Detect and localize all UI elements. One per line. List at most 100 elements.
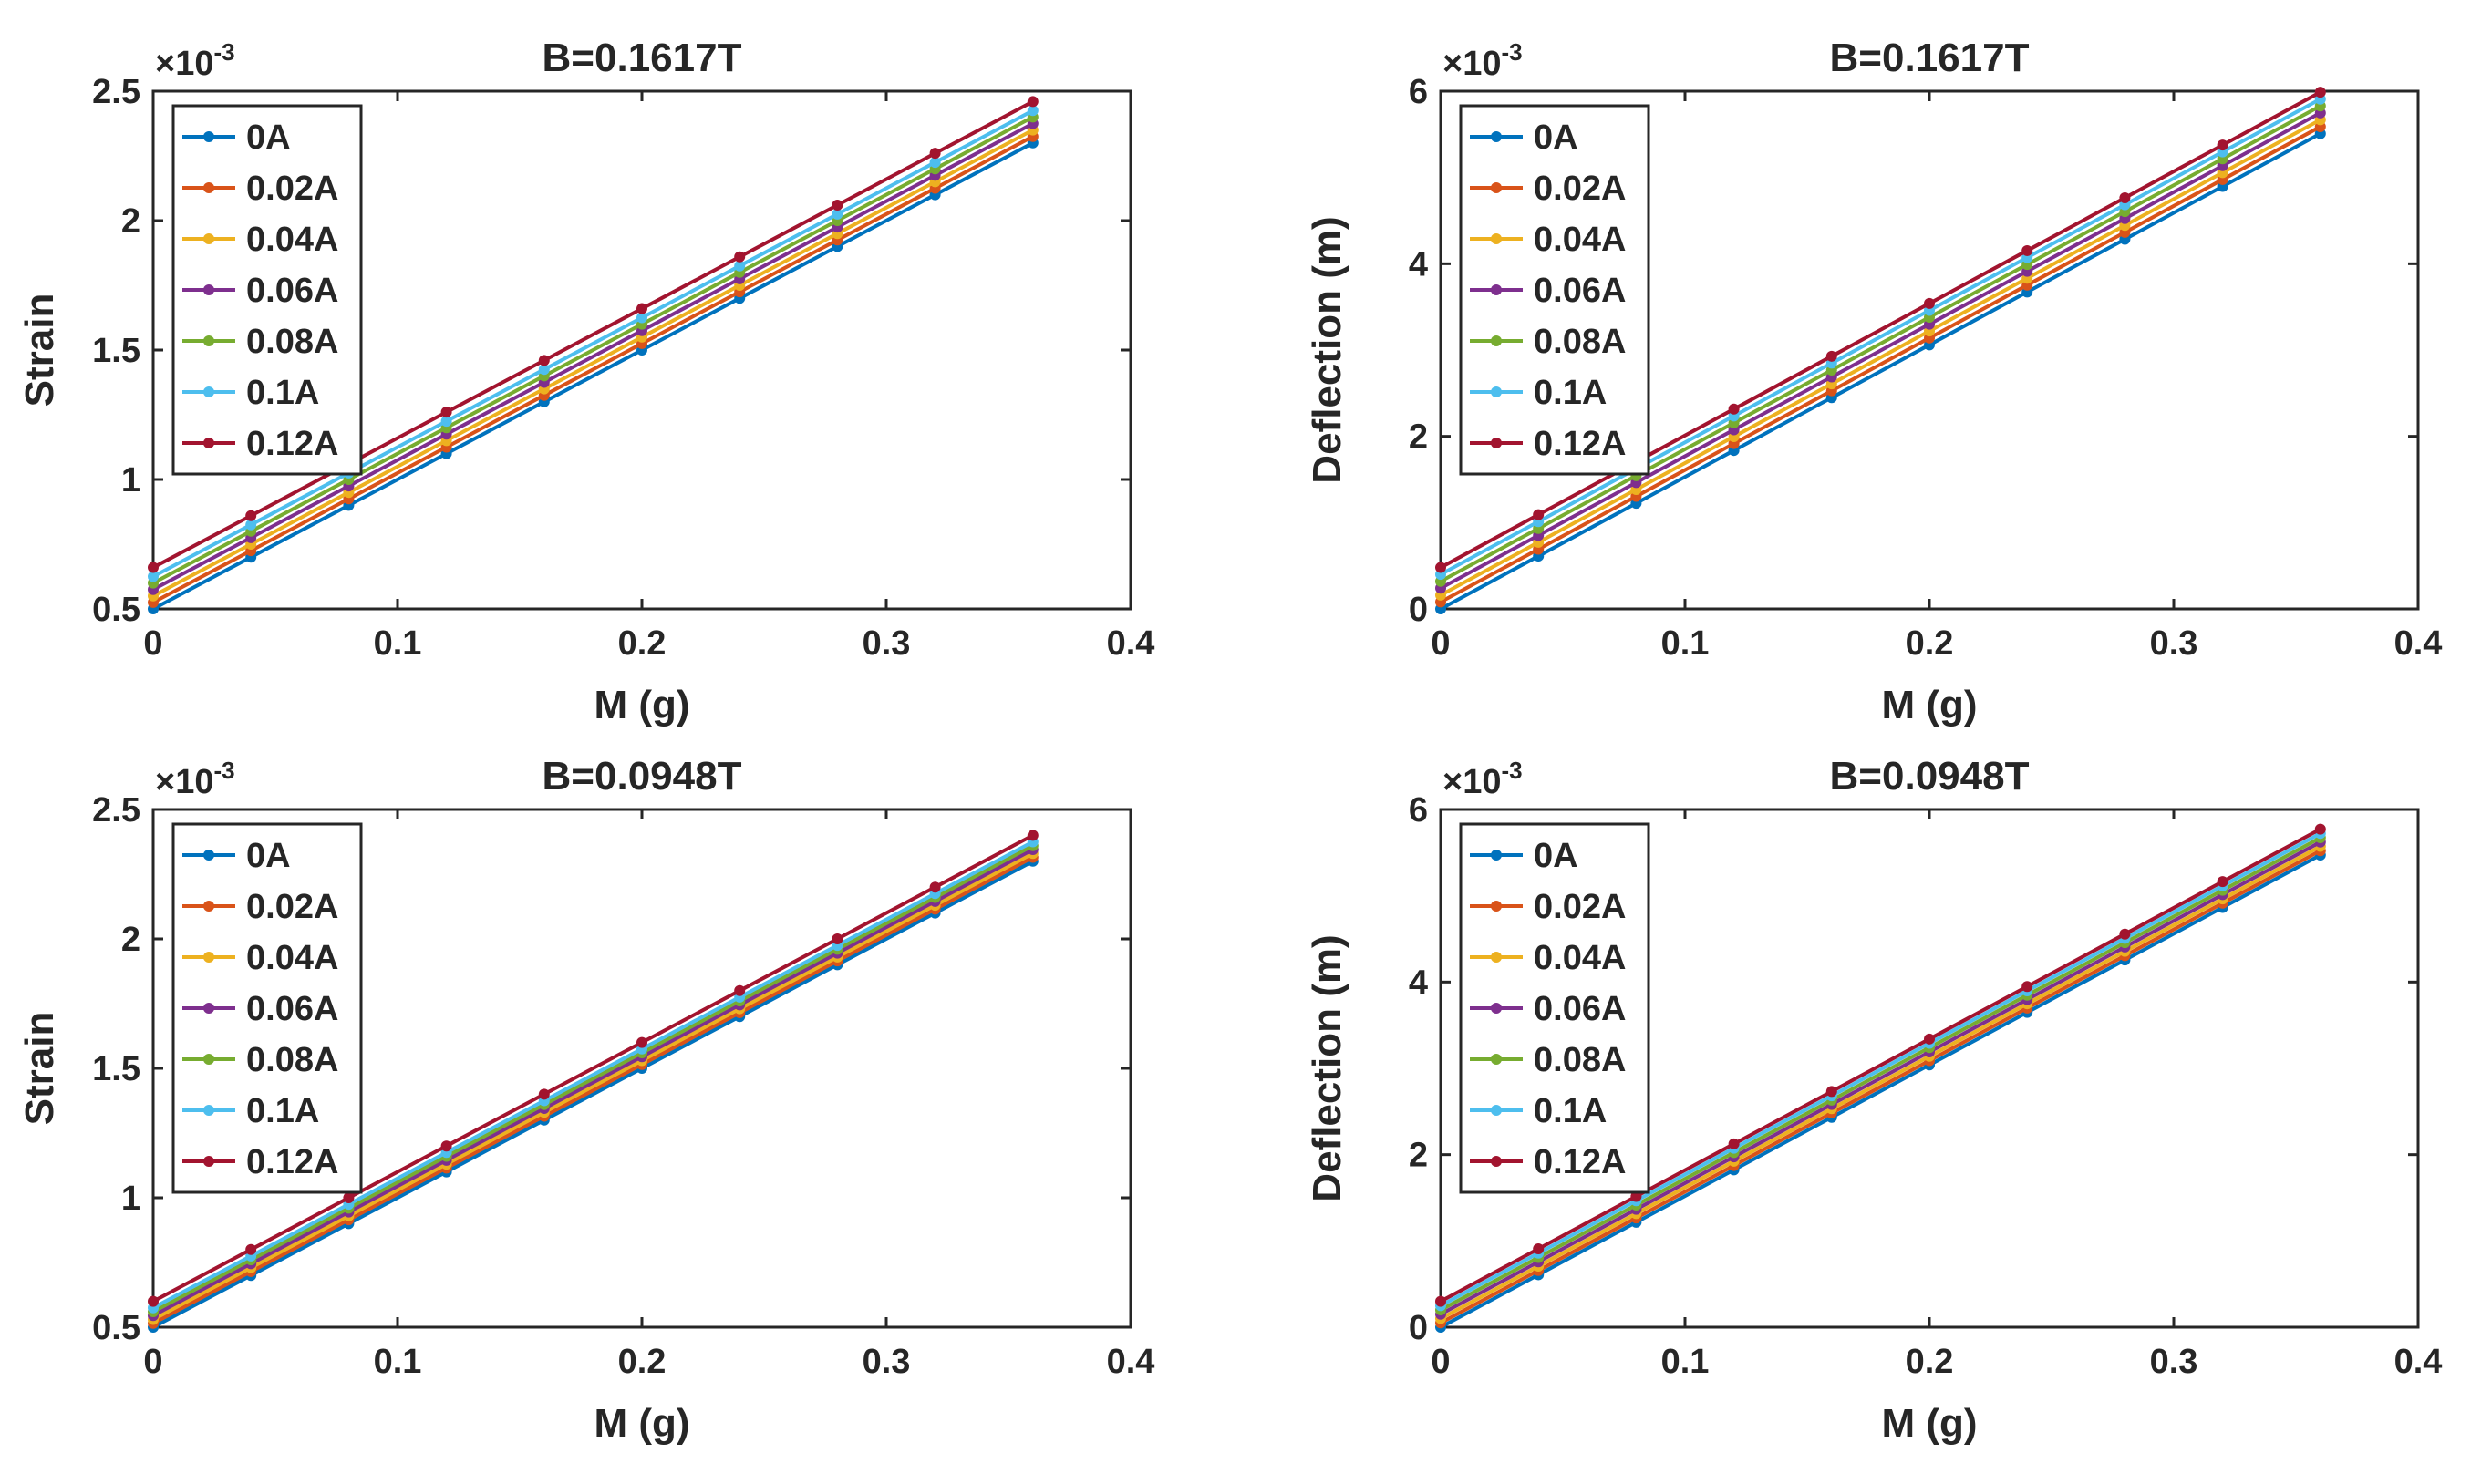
chart-panel-2: 0 0.1 0.2 0.3 0.4 0 2 4 6 ×10-3 B=0.1617T M (g) Defl… [1305, 36, 2442, 727]
legend-item: 0.12A [1470, 1143, 1626, 1181]
legend-item: 0.12A [182, 1143, 338, 1181]
legend-label: 0.12A [1534, 1143, 1626, 1181]
x-axis-title: M (g) [1881, 683, 1977, 727]
data-point [636, 303, 647, 314]
y-exponent-power: -3 [213, 38, 234, 66]
data-point [2314, 823, 2326, 835]
series-line [152, 855, 1034, 1325]
series-line [1440, 125, 2321, 604]
legend-item: 0.1A [1470, 1092, 1607, 1130]
y-exponent-base: ×10 [155, 763, 213, 801]
series-line [1440, 849, 2321, 1325]
data-point [538, 355, 550, 366]
y-exponent-base: ×10 [1442, 45, 1501, 83]
legend-swatch-marker [203, 1105, 214, 1116]
legend-item: 0.06A [1470, 272, 1626, 310]
series-line [152, 848, 1034, 1317]
legend-item: 0.04A [1470, 939, 1626, 977]
data-point [245, 519, 257, 531]
legend-swatch-marker [203, 335, 214, 346]
legend-label: 0.04A [246, 939, 338, 977]
x-tick-label: 0 [143, 624, 162, 663]
series-line [152, 115, 1034, 585]
legend-swatch-marker [1491, 284, 1502, 295]
y-tick-label: 6 [1409, 791, 1428, 830]
y-tick-label: 2 [1409, 418, 1428, 457]
data-point [538, 1088, 550, 1100]
y-tick-label: 6 [1409, 73, 1428, 111]
legend-label: 0.04A [1534, 939, 1626, 977]
series-line [152, 134, 1034, 604]
x-tick-label: 0.4 [1107, 624, 1155, 663]
legend-item: 0.02A [182, 170, 338, 208]
data-point [2217, 876, 2228, 888]
legend-item: 0.04A [182, 939, 338, 977]
legend-label: 0.02A [246, 888, 338, 926]
x-tick-label: 0.1 [1661, 1343, 1710, 1381]
legend-label: 0.06A [246, 990, 338, 1028]
x-tick-label: 0.3 [863, 1343, 911, 1381]
data-point [1027, 105, 1039, 117]
data-point [2217, 139, 2228, 151]
legend-swatch-marker [203, 233, 214, 244]
legend-label: 0.04A [1534, 221, 1626, 259]
data-point [2119, 928, 2131, 940]
data-point [1825, 350, 1837, 362]
y-axis-title: Strain [17, 294, 62, 407]
data-point [2021, 244, 2033, 256]
x-tick-label: 0.1 [374, 624, 422, 663]
data-point [148, 562, 159, 573]
legend-swatch-marker [1491, 335, 1502, 346]
x-tick-label: 0 [1431, 624, 1450, 663]
data-point [343, 1192, 355, 1203]
series-line [152, 108, 1034, 579]
legend-label: 0.02A [1534, 170, 1626, 208]
x-tick-label: 0.3 [2150, 624, 2198, 663]
data-point [832, 208, 843, 220]
legend-swatch-marker [1491, 438, 1502, 448]
legend: 0A 0.02A 0.04A 0.06A 0.08A 0.1A 0.12A [171, 822, 363, 1194]
data-point [2119, 192, 2131, 204]
legend-label: 0A [246, 837, 291, 875]
data-point [734, 251, 746, 263]
y-tick-label: 4 [1409, 245, 1428, 283]
y-axis-title: Strain [17, 1012, 62, 1126]
legend-label: 0.08A [246, 323, 338, 361]
legend-swatch-marker [1491, 1156, 1502, 1167]
legend: 0A 0.02A 0.04A 0.06A 0.08A 0.1A 0.12A [171, 104, 363, 476]
series-0.12A [148, 96, 1039, 573]
chart-panel-3: 0 0.1 0.2 0.3 0.4 0.5 1 1.5 2 2.5 ×10-3 B=0.0948T M … [17, 754, 1154, 1446]
x-tick-label: 0.4 [2394, 624, 2443, 663]
legend-swatch-marker [203, 952, 214, 963]
data-point [245, 510, 257, 521]
legend-label: 0.12A [246, 1143, 338, 1181]
legend-item: 0.1A [182, 374, 319, 412]
x-tick-label: 0.2 [618, 624, 667, 663]
legend-label: 0.1A [1534, 1092, 1607, 1130]
data-point [1533, 509, 1545, 520]
x-tick-label: 0.2 [1906, 1343, 1954, 1381]
legend-label: 0.06A [1534, 990, 1626, 1028]
legend-label: 0.08A [1534, 1041, 1626, 1079]
y-tick-label: 2 [1409, 1137, 1428, 1175]
legend-label: 0.08A [246, 1041, 338, 1079]
series-line [1440, 827, 2321, 1304]
legend-label: 0.06A [1534, 272, 1626, 310]
data-point [734, 984, 746, 996]
y-axis-title: Deflection (m) [1305, 216, 1349, 483]
y-tick-label: 1 [121, 1180, 140, 1218]
series-line [1440, 97, 2321, 576]
y-exponent-base: ×10 [155, 45, 213, 83]
data-point [734, 260, 746, 272]
data-point [1924, 297, 1935, 309]
y-tick-label: 1.5 [92, 332, 140, 370]
legend-swatch-marker [203, 182, 214, 193]
data-point [929, 148, 941, 160]
y-tick-label: 1 [121, 461, 140, 500]
x-tick-label: 0.2 [618, 1343, 667, 1381]
series-line [152, 860, 1034, 1329]
chart-panel-4: 0 0.1 0.2 0.3 0.4 0 2 4 6 ×10-3 B=0.0948T M (g) Defl… [1305, 754, 2442, 1446]
data-point [1825, 1086, 1837, 1098]
legend-swatch-marker [203, 284, 214, 295]
legend-item: 0.1A [182, 1092, 319, 1130]
